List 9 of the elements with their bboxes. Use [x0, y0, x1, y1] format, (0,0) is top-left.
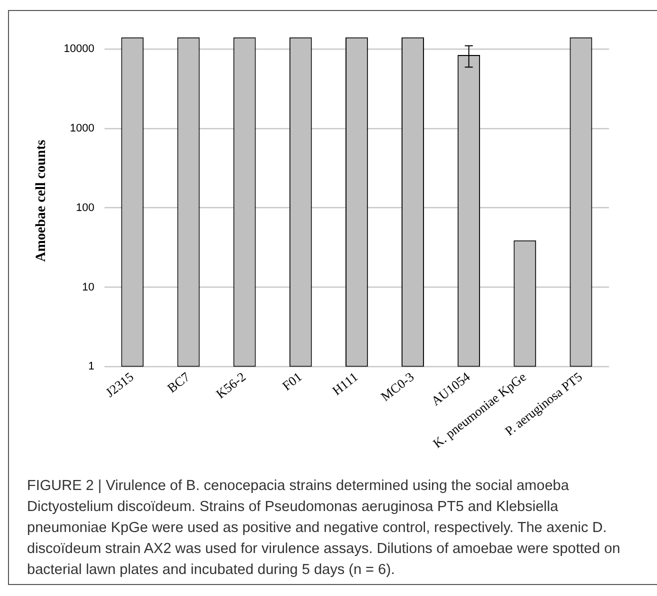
y-tick-label: 10000: [64, 43, 94, 56]
x-tick-label: BC7: [164, 368, 193, 396]
y-tick-label: 100: [76, 202, 94, 214]
y-tick-label: 1000: [70, 122, 94, 134]
x-tick-label: F01: [279, 369, 305, 394]
caption: FIGURE 2 | Virulence of B. cenocepacia strains determined using the social amoeba Dictyostelium discoïdeum. Strains of Pseudomonas aeruginosa PT5 and Klebsiella pneumoniae KpGe were used as positive and negative control, respectively. The axenic D. discoïdeum strain AX2 was used for virulence assays. Dilutions of amoebae were spotted on bacterial lawn plates and incubated during 5 days (n = 6).: [27, 477, 622, 580]
y-tick-label: 10: [82, 281, 94, 294]
y-axis-title: Amoebae cell counts: [34, 139, 50, 262]
y-tick-label: 1: [88, 360, 94, 373]
